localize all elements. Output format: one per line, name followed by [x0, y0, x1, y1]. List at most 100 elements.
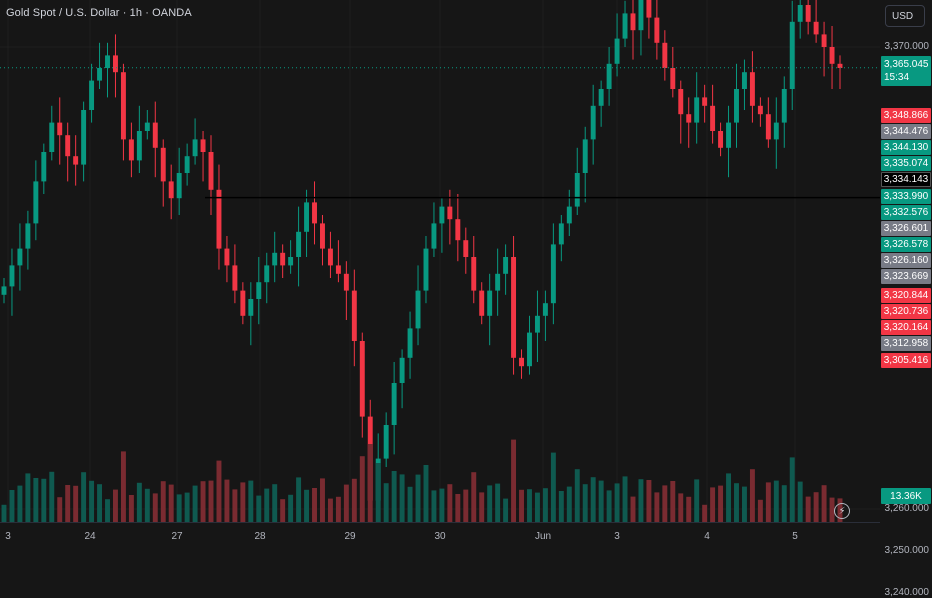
volume-bar	[105, 499, 110, 522]
candle-body	[726, 122, 732, 148]
candle-body	[25, 223, 31, 249]
candle-body	[622, 13, 628, 39]
volume-bar	[662, 485, 668, 522]
volume-bar	[152, 493, 158, 522]
volume-bar	[120, 451, 126, 522]
volume-bar	[829, 497, 835, 522]
volume-bar	[327, 498, 333, 522]
time-tick-label: 3	[5, 531, 11, 542]
candle-body	[128, 139, 134, 161]
volume-bar	[471, 472, 477, 522]
candle-body	[423, 248, 429, 291]
volume-bar	[638, 479, 644, 522]
candle-body	[495, 273, 501, 291]
price-tick-label: 3,240.000	[884, 587, 930, 598]
candle-body	[216, 189, 222, 249]
candle-body	[152, 122, 158, 148]
volume-bar	[49, 471, 55, 522]
candle-body	[710, 105, 716, 131]
volume-bar	[487, 485, 493, 522]
candle-body	[558, 223, 564, 245]
time-tick-label: 24	[84, 531, 96, 542]
candle-body	[9, 265, 15, 287]
volume-bar	[741, 486, 747, 522]
volume-bar	[757, 499, 763, 522]
volume-bar	[136, 482, 142, 522]
candle-body	[813, 21, 819, 35]
volume-bar	[574, 469, 580, 522]
candle-body	[638, 0, 644, 31]
chart-title: Gold Spot / U.S. Dollar · 1h · OANDA	[6, 7, 192, 19]
price-tag: 3,333.990	[881, 189, 931, 204]
time-tick-label: 4	[704, 531, 710, 542]
volume-bar	[176, 494, 182, 522]
current-price-label: 3,365.045	[884, 59, 929, 70]
candle-body	[670, 68, 676, 89]
volume-bar	[264, 488, 270, 522]
volume-bar	[431, 490, 437, 522]
candle-body	[718, 131, 724, 148]
candle-body	[678, 89, 684, 115]
volume-bar	[439, 488, 445, 522]
volume-bar	[240, 482, 246, 522]
volume-bar	[678, 493, 684, 522]
candle-body	[702, 97, 708, 106]
candle-body	[81, 110, 87, 165]
volume-bar	[280, 499, 286, 522]
candle-body	[519, 357, 524, 367]
price-tag: 3,344.476	[881, 124, 931, 139]
candlestick-chart[interactable]	[0, 0, 880, 522]
candle-body	[511, 257, 517, 358]
volume-bar	[73, 485, 79, 522]
candle-body	[144, 122, 150, 131]
volume-bar	[503, 498, 509, 522]
volume-bar	[399, 474, 405, 522]
candle-body	[566, 206, 572, 224]
candle-body	[606, 63, 612, 89]
candle-body	[208, 152, 214, 190]
currency-button[interactable]: USD	[885, 5, 925, 27]
volume-bar	[534, 492, 540, 522]
candle-body	[296, 231, 302, 257]
volume-bar	[216, 460, 222, 522]
candle-body	[120, 72, 126, 140]
time-tick-label: 27	[171, 531, 183, 542]
time-axis[interactable]: 3 24 27 28 29 30 Jun 3 4 5	[0, 522, 880, 551]
candle-body	[749, 72, 755, 106]
volume-bar	[81, 472, 87, 522]
candles	[1, 0, 843, 518]
candle-body	[781, 89, 787, 123]
volume-bar	[168, 484, 174, 522]
candle-body	[1, 286, 7, 295]
candle-body	[136, 131, 142, 161]
candle-body	[789, 21, 795, 89]
volume-bar	[1, 504, 7, 522]
volume-bar	[320, 478, 325, 522]
candle-body	[431, 223, 437, 249]
candle-body	[17, 248, 23, 266]
volume-bar	[272, 484, 278, 522]
volume-bar	[200, 481, 206, 522]
volume-bar	[765, 482, 771, 522]
volume-bar	[789, 457, 795, 522]
volume-bar	[423, 465, 429, 522]
candle-body	[105, 55, 110, 68]
candle-body	[57, 122, 63, 136]
price-tag: 3,320.736	[881, 304, 931, 319]
volume-bar	[726, 473, 732, 522]
price-tag: 3,305.416	[881, 353, 931, 368]
flash-icon[interactable]: ⚡	[834, 503, 850, 519]
volume-bar	[566, 486, 572, 522]
candle-body	[797, 5, 803, 22]
time-tick-label: 29	[344, 531, 356, 542]
volume-bar	[558, 491, 564, 522]
candle-body	[574, 173, 580, 207]
candle-body	[646, 0, 652, 18]
candle-body	[73, 156, 79, 165]
time-tick-label: 30	[434, 531, 446, 542]
candle-body	[614, 38, 620, 64]
candle-body	[550, 244, 556, 304]
candle-body	[527, 332, 532, 367]
current-price-tag: 3,365.045 15:34	[881, 56, 931, 86]
volume-bar	[479, 492, 485, 522]
